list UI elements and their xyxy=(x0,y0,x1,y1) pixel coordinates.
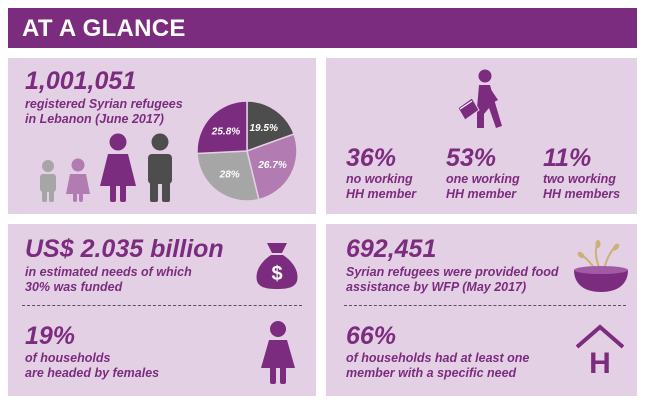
pie-slice-label: 26.7% xyxy=(257,160,286,171)
refugee-pie-chart: 19.5% 26.7% 28% 25.8% xyxy=(196,100,298,202)
food-count: 692,451 xyxy=(346,235,437,263)
money-bag-icon: $ xyxy=(256,243,298,289)
working-stat-label: one working HH member xyxy=(446,172,520,201)
pie-slice xyxy=(246,100,296,153)
specific-need-stat: 66% xyxy=(346,322,397,350)
family-icons xyxy=(40,133,172,202)
working-stat-value: 36% xyxy=(346,144,397,172)
pie-slice xyxy=(246,133,298,201)
food-divider xyxy=(344,305,626,306)
woman-icon xyxy=(100,133,136,202)
food-bowl-icon xyxy=(574,240,628,292)
house-letter: H xyxy=(589,347,611,377)
working-stat-value: 53% xyxy=(446,144,497,172)
house-h-icon: H xyxy=(575,324,625,377)
man-icon xyxy=(148,133,172,202)
pie-slice-label: 25.8% xyxy=(211,127,240,138)
walking-person-with-bag-icon xyxy=(457,69,502,128)
pie-slice xyxy=(196,150,260,202)
boy-icon xyxy=(40,160,56,202)
working-stat-label: no working HH member xyxy=(346,172,417,201)
page-title: AT A GLANCE xyxy=(22,15,186,42)
pie-slice xyxy=(196,100,248,155)
needs-amount: US$ 2.035 billion xyxy=(25,235,224,263)
pie-slice-label: 19.5% xyxy=(249,123,277,134)
refugees-panel: 1,001,051 registered Syrian refugees in … xyxy=(8,58,316,214)
food-panel: 692,451 Syrian refugees were provided fo… xyxy=(326,224,637,396)
refugee-description: registered Syrian refugees in Lebanon (J… xyxy=(25,97,183,126)
woman-icon xyxy=(261,321,295,384)
needs-panel: US$ 2.035 billion in estimated needs of … xyxy=(8,224,316,396)
female-description: of households are headed by females xyxy=(25,351,160,380)
working-stat-value: 11% xyxy=(543,144,592,172)
female-stat: 19% xyxy=(25,322,76,350)
pie-slice-label: 28% xyxy=(219,170,240,181)
food-description: Syrian refugees were provided food assis… xyxy=(346,265,559,294)
refugee-count: 1,001,051 xyxy=(25,67,137,95)
money-symbol: $ xyxy=(271,263,282,285)
needs-description: in estimated needs of which 30% was fund… xyxy=(25,265,192,294)
specific-need-description: of households had at least one member wi… xyxy=(346,351,530,380)
working-members-panel: 36% no working HH member 53% one working… xyxy=(326,58,637,214)
needs-divider xyxy=(22,305,302,306)
working-stat-label: two working HH members xyxy=(543,172,621,201)
girl-icon xyxy=(66,158,90,202)
header-bar: AT A GLANCE xyxy=(8,8,637,48)
